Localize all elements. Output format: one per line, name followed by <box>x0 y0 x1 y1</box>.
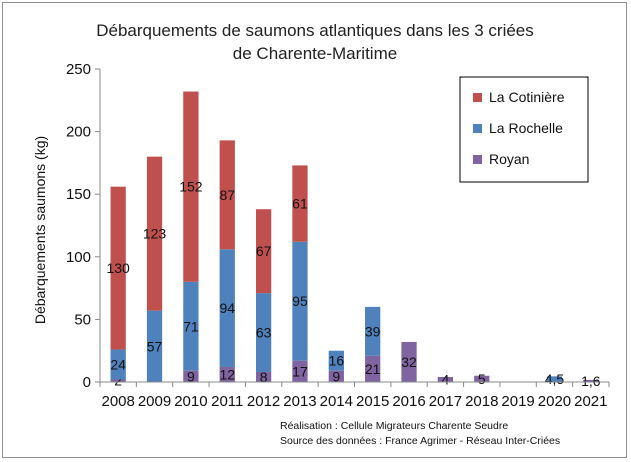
bar-segment <box>146 310 163 382</box>
bar-segment <box>474 375 490 382</box>
x-tick-label: 2020 <box>538 393 571 410</box>
bar-segment <box>437 376 454 382</box>
bar-segment <box>255 371 272 382</box>
legend-swatch <box>473 155 482 164</box>
bar-segment <box>183 91 199 282</box>
chart-title-line-2: de Charente-Maritime <box>233 44 397 63</box>
x-tick-label: 2010 <box>174 393 207 410</box>
bar-segment <box>110 379 126 382</box>
data-label: 21 <box>365 361 381 377</box>
data-label: 4 <box>441 371 449 387</box>
x-tick-label: 2009 <box>138 393 171 410</box>
x-tick-label: 2018 <box>465 393 498 410</box>
data-label: 87 <box>219 187 235 203</box>
x-tick-label: 2011 <box>211 393 243 410</box>
bar-segment <box>292 165 308 242</box>
y-tick-label: 100 <box>66 249 91 266</box>
data-label: 61 <box>292 196 308 212</box>
legend-label: La Cotinière <box>489 89 565 105</box>
data-label: 94 <box>219 300 235 316</box>
bar-segment <box>110 349 126 380</box>
data-label: 16 <box>329 353 345 369</box>
data-label: 24 <box>110 356 126 372</box>
bar-segment <box>365 306 381 356</box>
bars-layer: 2241305712397115212948786367179561916213… <box>106 91 601 389</box>
data-label: 63 <box>256 325 272 341</box>
bar-segment <box>328 370 344 382</box>
x-tick-label: 2021 <box>574 393 607 410</box>
bar-segment <box>219 140 235 250</box>
data-label: 1,6 <box>581 373 601 389</box>
bar-segment <box>219 366 235 382</box>
x-tick-label: 2014 <box>320 393 353 410</box>
y-tick-label: 50 <box>74 311 91 328</box>
data-label: 152 <box>179 179 203 195</box>
data-label: 67 <box>256 243 272 259</box>
bar-segment <box>292 360 308 382</box>
stacked-bar-chart: Débarquements de saumons atlantiques dan… <box>32 21 610 447</box>
x-tick-label: 2012 <box>247 393 280 410</box>
data-label: 17 <box>292 363 308 379</box>
bar-segment <box>255 293 272 372</box>
legend-label: La Rochelle <box>489 120 563 136</box>
data-label: 95 <box>292 293 308 309</box>
x-tick-label: 2008 <box>101 393 134 410</box>
bar-segment <box>110 186 126 350</box>
x-tick-label: 2016 <box>392 393 425 410</box>
credit-note: Réalisation : Cellule Migrateurs Charent… <box>280 420 508 432</box>
bar-segment <box>219 249 235 367</box>
bar-segment <box>546 376 563 382</box>
legend-swatch <box>473 93 482 102</box>
source-note: Source des données : France Agrimer - Ré… <box>280 435 560 447</box>
legend: La Cotinière La Rochelle Royan <box>459 76 589 183</box>
bar-segment <box>401 341 417 382</box>
legend-label: Royan <box>489 151 529 167</box>
data-label: 123 <box>143 226 167 242</box>
bar-segment <box>292 241 308 361</box>
x-tick-label: 2017 <box>429 393 462 410</box>
data-label: 12 <box>219 366 235 382</box>
x-tick-label: 2015 <box>356 393 389 410</box>
bar-segment <box>183 281 199 371</box>
bar-segment <box>183 370 199 382</box>
x-tick-label: 2013 <box>283 393 316 410</box>
bar-segment <box>583 379 599 382</box>
y-tick-label: 0 <box>83 374 91 391</box>
data-label: 39 <box>365 323 381 339</box>
x-tick-label: 2019 <box>501 393 534 410</box>
y-axis-label: Débarquements saumons (kg) <box>32 136 48 324</box>
data-label: 9 <box>332 368 340 384</box>
bar-segment <box>255 209 272 294</box>
bar-segment <box>146 156 163 311</box>
legend-swatch <box>473 124 482 133</box>
data-label: 57 <box>147 338 163 354</box>
bar-segment <box>365 355 381 382</box>
y-tick-label: 200 <box>66 124 91 141</box>
data-label: 130 <box>106 260 130 276</box>
data-label: 32 <box>401 354 417 370</box>
data-label: 71 <box>183 318 199 334</box>
y-tick-label: 250 <box>66 61 91 78</box>
chart-frame: Débarquements de saumons atlantiques dan… <box>2 2 627 458</box>
data-label: 9 <box>187 368 195 384</box>
data-label: 5 <box>478 371 486 387</box>
bar-segment <box>328 350 344 371</box>
y-tick-label: 150 <box>66 186 91 203</box>
data-label: 8 <box>260 369 268 385</box>
data-label: 2 <box>114 373 122 389</box>
data-label: 4,5 <box>545 371 565 387</box>
chart-title-line-1: Débarquements de saumons atlantiques dan… <box>96 21 534 40</box>
